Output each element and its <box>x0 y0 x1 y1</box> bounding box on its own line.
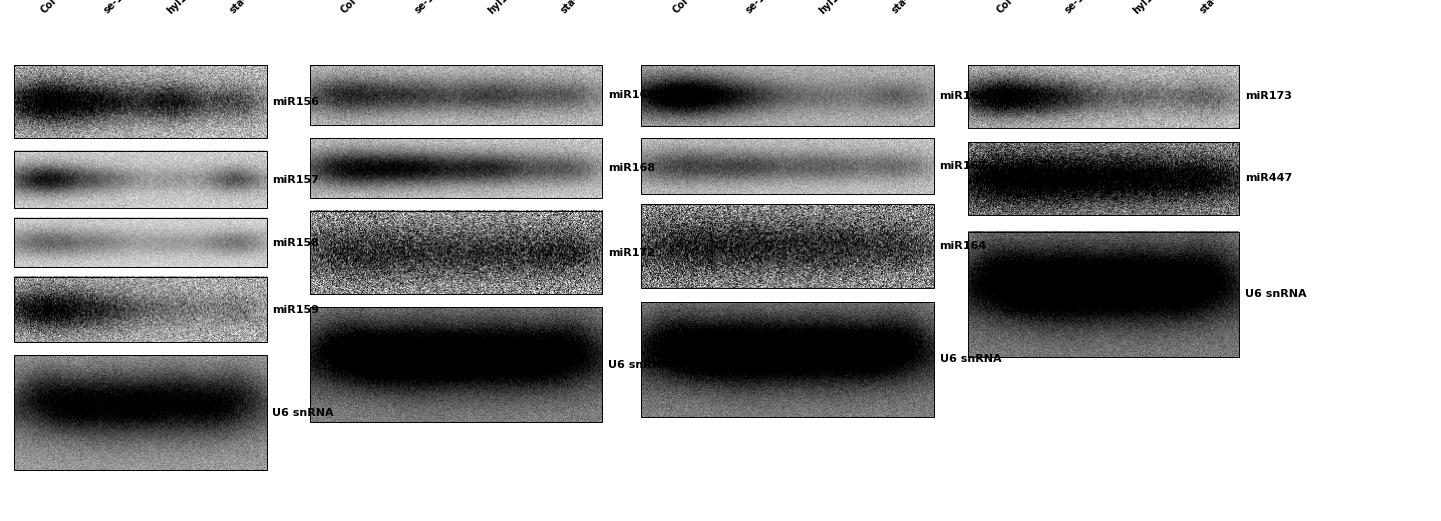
Text: se-1: se-1 <box>1063 0 1087 16</box>
Text: miR172: miR172 <box>608 247 656 258</box>
Text: hyl1-2: hyl1-2 <box>1131 0 1161 16</box>
Text: se-1: se-1 <box>412 0 435 16</box>
Text: Col-0: Col-0 <box>670 0 697 16</box>
Text: Col-0: Col-0 <box>39 0 66 16</box>
Text: miR173: miR173 <box>1245 91 1293 102</box>
Text: hyl1-2: hyl1-2 <box>164 0 196 16</box>
Text: Col-0: Col-0 <box>339 0 366 16</box>
Text: miR166: miR166 <box>608 90 656 100</box>
Text: miR168: miR168 <box>608 163 656 173</box>
Text: hyl1-2: hyl1-2 <box>817 0 849 16</box>
Text: miR164: miR164 <box>940 241 987 251</box>
Text: Col-0: Col-0 <box>996 0 1022 16</box>
Text: sta-1: sta-1 <box>559 0 585 16</box>
Text: sta-1: sta-1 <box>1199 0 1225 16</box>
Text: sta-1: sta-1 <box>228 0 255 16</box>
Text: U6 snRNA: U6 snRNA <box>608 359 670 370</box>
Text: miR159: miR159 <box>272 305 320 315</box>
Text: se-1: se-1 <box>102 0 125 16</box>
Text: U6 snRNA: U6 snRNA <box>272 407 334 418</box>
Text: miR162: miR162 <box>940 161 987 171</box>
Text: U6 snRNA: U6 snRNA <box>940 354 1001 365</box>
Text: miR157: miR157 <box>272 175 320 185</box>
Text: miR160: miR160 <box>940 91 987 101</box>
Text: U6 snRNA: U6 snRNA <box>1245 289 1307 300</box>
Text: miR447: miR447 <box>1245 173 1293 183</box>
Text: miR158: miR158 <box>272 238 320 247</box>
Text: sta-1: sta-1 <box>891 0 916 16</box>
Text: hyl1-2: hyl1-2 <box>486 0 517 16</box>
Text: se-1: se-1 <box>744 0 767 16</box>
Text: miR156: miR156 <box>272 96 320 107</box>
